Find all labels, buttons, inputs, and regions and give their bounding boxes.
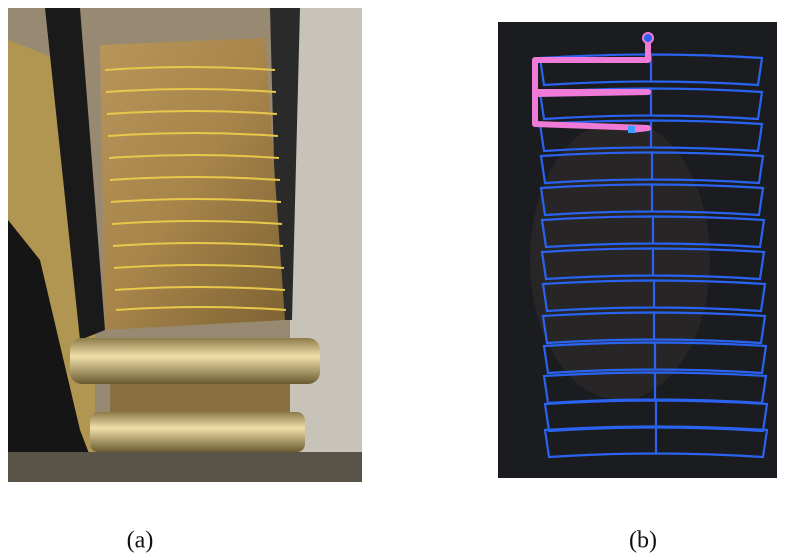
scan-start xyxy=(642,32,654,44)
photo-b xyxy=(498,22,777,478)
caption: (a) xyxy=(127,528,154,554)
photo-a xyxy=(8,8,362,482)
scan-path xyxy=(532,38,651,133)
caption: (b) xyxy=(629,528,657,554)
scan-end xyxy=(628,126,635,133)
